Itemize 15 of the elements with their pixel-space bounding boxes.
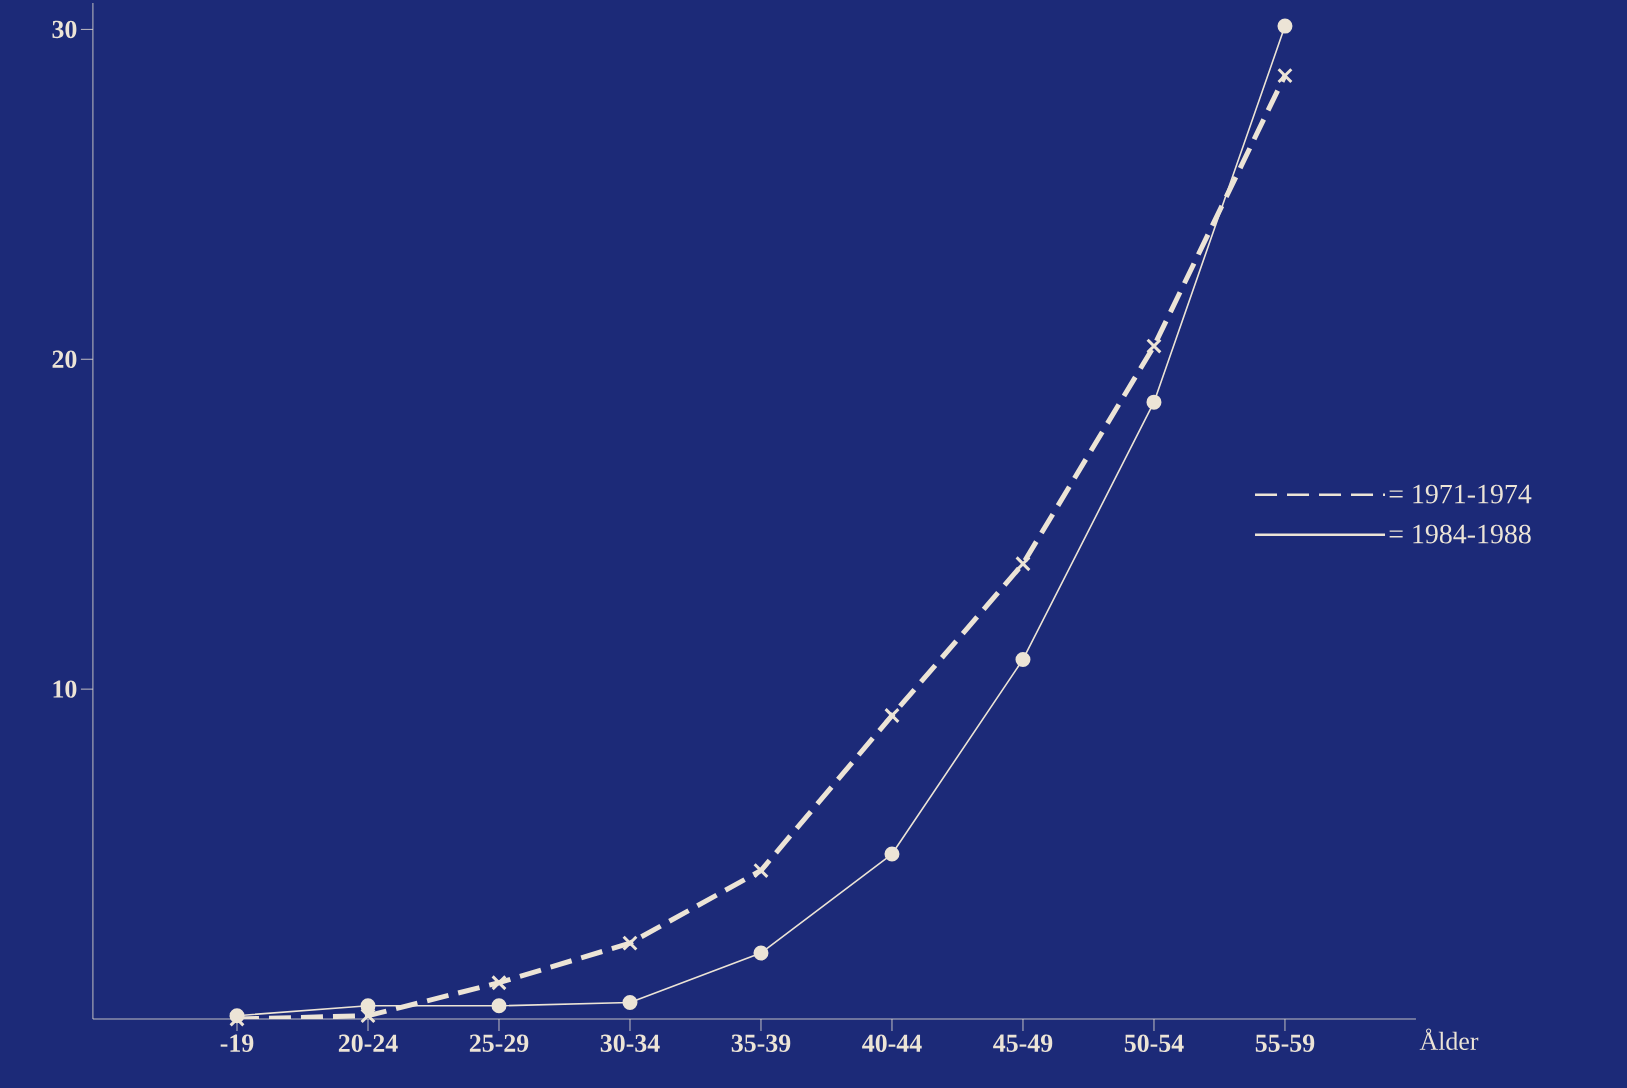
legend-label: = 1971-1974: [1389, 484, 1532, 504]
y-tick-label: 10: [53, 680, 77, 698]
y-tick-label: 30: [52, 20, 77, 39]
x-tick-label: 30-34: [600, 1034, 660, 1052]
x-tick-label: 50-54: [1124, 1034, 1184, 1052]
x-tick-label: 55-59: [1255, 1034, 1315, 1052]
x-tick-label: 40-44: [862, 1034, 922, 1052]
x-tick-label: 25-29: [469, 1034, 529, 1052]
y-tick-label: 20: [52, 350, 77, 368]
x-tick-label: 45-49: [993, 1034, 1053, 1052]
x-axis-title: Ålder: [1419, 1028, 1479, 1051]
x-tick-label: 20-24: [338, 1034, 398, 1052]
x-tick-label: -19: [220, 1034, 254, 1052]
x-tick-label: 35-39: [731, 1034, 791, 1052]
legend-label: = 1984-1988: [1389, 524, 1531, 544]
